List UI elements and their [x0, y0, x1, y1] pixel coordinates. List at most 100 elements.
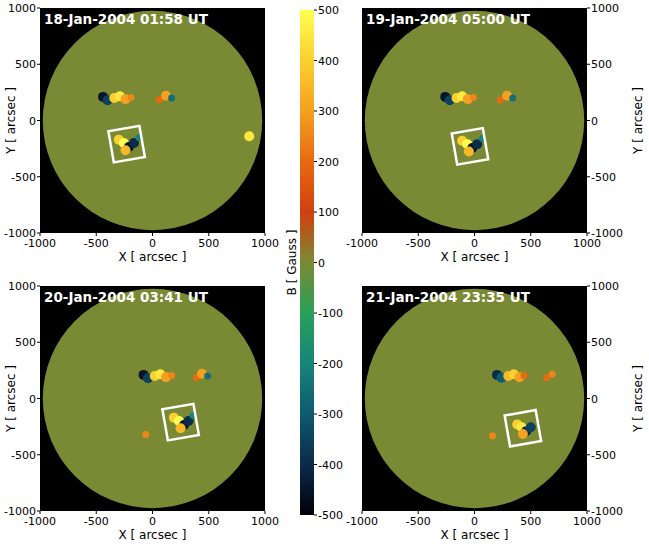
magnetic-region: [518, 429, 528, 439]
x-tick: [530, 511, 531, 514]
x-tick-label: 0: [149, 237, 156, 250]
colorbar-tick-label: -400: [318, 459, 343, 472]
colorbar-tick: [314, 262, 317, 263]
colorbar-tick: [314, 313, 317, 314]
region-box: [505, 410, 541, 446]
magnetic-region: [521, 372, 528, 379]
x-tick: [152, 511, 153, 514]
magnetic-region: [204, 373, 211, 380]
panel: 21-Jan-2004 23:35 UT -1000 -500 0 500 1000 X […: [346, 280, 645, 542]
x-tick-label: 0: [149, 515, 156, 528]
panel-title: 20-Jan-2004 03:41 UT: [44, 289, 209, 305]
x-tick: [362, 233, 363, 236]
y-tick: [37, 286, 40, 287]
x-tick: [208, 233, 209, 236]
magnetic-region: [509, 95, 516, 102]
y-tick-label: -1000: [4, 505, 36, 518]
colorbar-tick: [314, 60, 317, 61]
y-tick: [587, 120, 590, 121]
x-tick: [96, 511, 97, 514]
y-tick: [587, 511, 590, 512]
solar-disk: [43, 289, 262, 508]
region-box: [452, 128, 488, 164]
magnetic-region: [549, 371, 556, 378]
y-tick: [37, 398, 40, 399]
x-tick: [208, 511, 209, 514]
magnetic-region: [128, 94, 135, 101]
colorbar-tick-label: -500: [318, 509, 343, 522]
figure: 18-Jan-2004 01:58 UT-1000-50005001000X […: [0, 0, 649, 556]
y-tick: [587, 342, 590, 343]
y-tick-label: 500: [15, 58, 36, 71]
plot-area: [43, 11, 262, 230]
colorbar-tick: [314, 111, 317, 112]
colorbar-scale: [300, 10, 314, 515]
y-tick: [37, 176, 40, 177]
x-tick: [418, 233, 419, 236]
y-tick-label: 1000: [591, 280, 619, 293]
x-tick-label: 500: [520, 515, 541, 528]
panel-title: 19-Jan-2004 05:00 UT: [366, 11, 531, 27]
magnetic-region: [526, 422, 536, 432]
plot-background: [40, 8, 265, 233]
colorbar-tick-label: 200: [318, 156, 339, 169]
x-tick: [96, 233, 97, 236]
y-tick-label: 500: [15, 336, 36, 349]
y-tick-label: 500: [591, 58, 612, 71]
colorbar-tick: [314, 10, 317, 11]
solar-disk: [365, 289, 584, 508]
x-axis-title: X [ arcsec ]: [119, 528, 187, 542]
region-box: [108, 126, 144, 162]
plot-area: [365, 289, 584, 508]
y-tick-label: -1000: [4, 227, 36, 240]
y-tick-label: -1000: [591, 505, 623, 518]
solar-disk: [43, 11, 262, 230]
y-axis-title: Y [ arcsec ]: [4, 87, 18, 155]
panel: 18-Jan-2004 01:58 UT-1000-50005001000X […: [4, 2, 279, 264]
y-tick: [37, 454, 40, 455]
region-box: [162, 404, 198, 440]
y-tick-label: 0: [29, 393, 36, 406]
x-tick-label: -500: [406, 515, 431, 528]
x-axis-title: X [ arcsec ]: [441, 528, 509, 542]
panel-title: 21-Jan-2004 23:35 UT: [366, 289, 531, 305]
y-tick: [37, 511, 40, 512]
x-axis-title: X [ arcsec ]: [441, 250, 509, 264]
y-tick: [37, 8, 40, 9]
x-tick: [152, 233, 153, 236]
x-tick-label: 500: [198, 515, 219, 528]
y-tick-label: 1000: [591, 2, 619, 15]
solar-disk: [365, 11, 584, 230]
x-tick: [265, 233, 266, 236]
y-tick-label: 1000: [8, 2, 36, 15]
magnetic-region: [470, 94, 477, 101]
colorbar-tick-label: 100: [318, 206, 339, 219]
y-tick-label: 0: [29, 115, 36, 128]
x-tick: [362, 511, 363, 514]
y-tick: [37, 64, 40, 65]
y-tick-label: 0: [591, 115, 598, 128]
panel: 20-Jan-2004 03:41 UT -1000 -500 0 500 1000 X […: [4, 280, 279, 542]
y-tick-label: -500: [11, 449, 36, 462]
y-tick-label: 0: [591, 393, 598, 406]
x-tick-label: 0: [471, 237, 478, 250]
x-tick-label: -1000: [346, 237, 378, 250]
y-tick: [587, 398, 590, 399]
y-tick: [587, 176, 590, 177]
magnetic-region: [121, 145, 131, 155]
magnetic-region: [489, 432, 496, 439]
colorbar-tick-label: 300: [318, 105, 339, 118]
y-tick: [587, 8, 590, 9]
magnetic-region: [464, 146, 474, 156]
plot-background: [40, 286, 265, 511]
y-tick-label: -1000: [591, 227, 623, 240]
x-tick-label: -500: [84, 237, 109, 250]
plot-background: [362, 286, 587, 511]
colorbar-tick: [314, 161, 317, 162]
x-tick-label: 1000: [251, 515, 279, 528]
y-tick-label: 1000: [8, 280, 36, 293]
colorbar-tick-label: 0: [318, 257, 325, 270]
x-axis-title: X [ arcsec ]: [119, 250, 187, 264]
plot-area: [365, 11, 584, 230]
x-tick: [530, 233, 531, 236]
